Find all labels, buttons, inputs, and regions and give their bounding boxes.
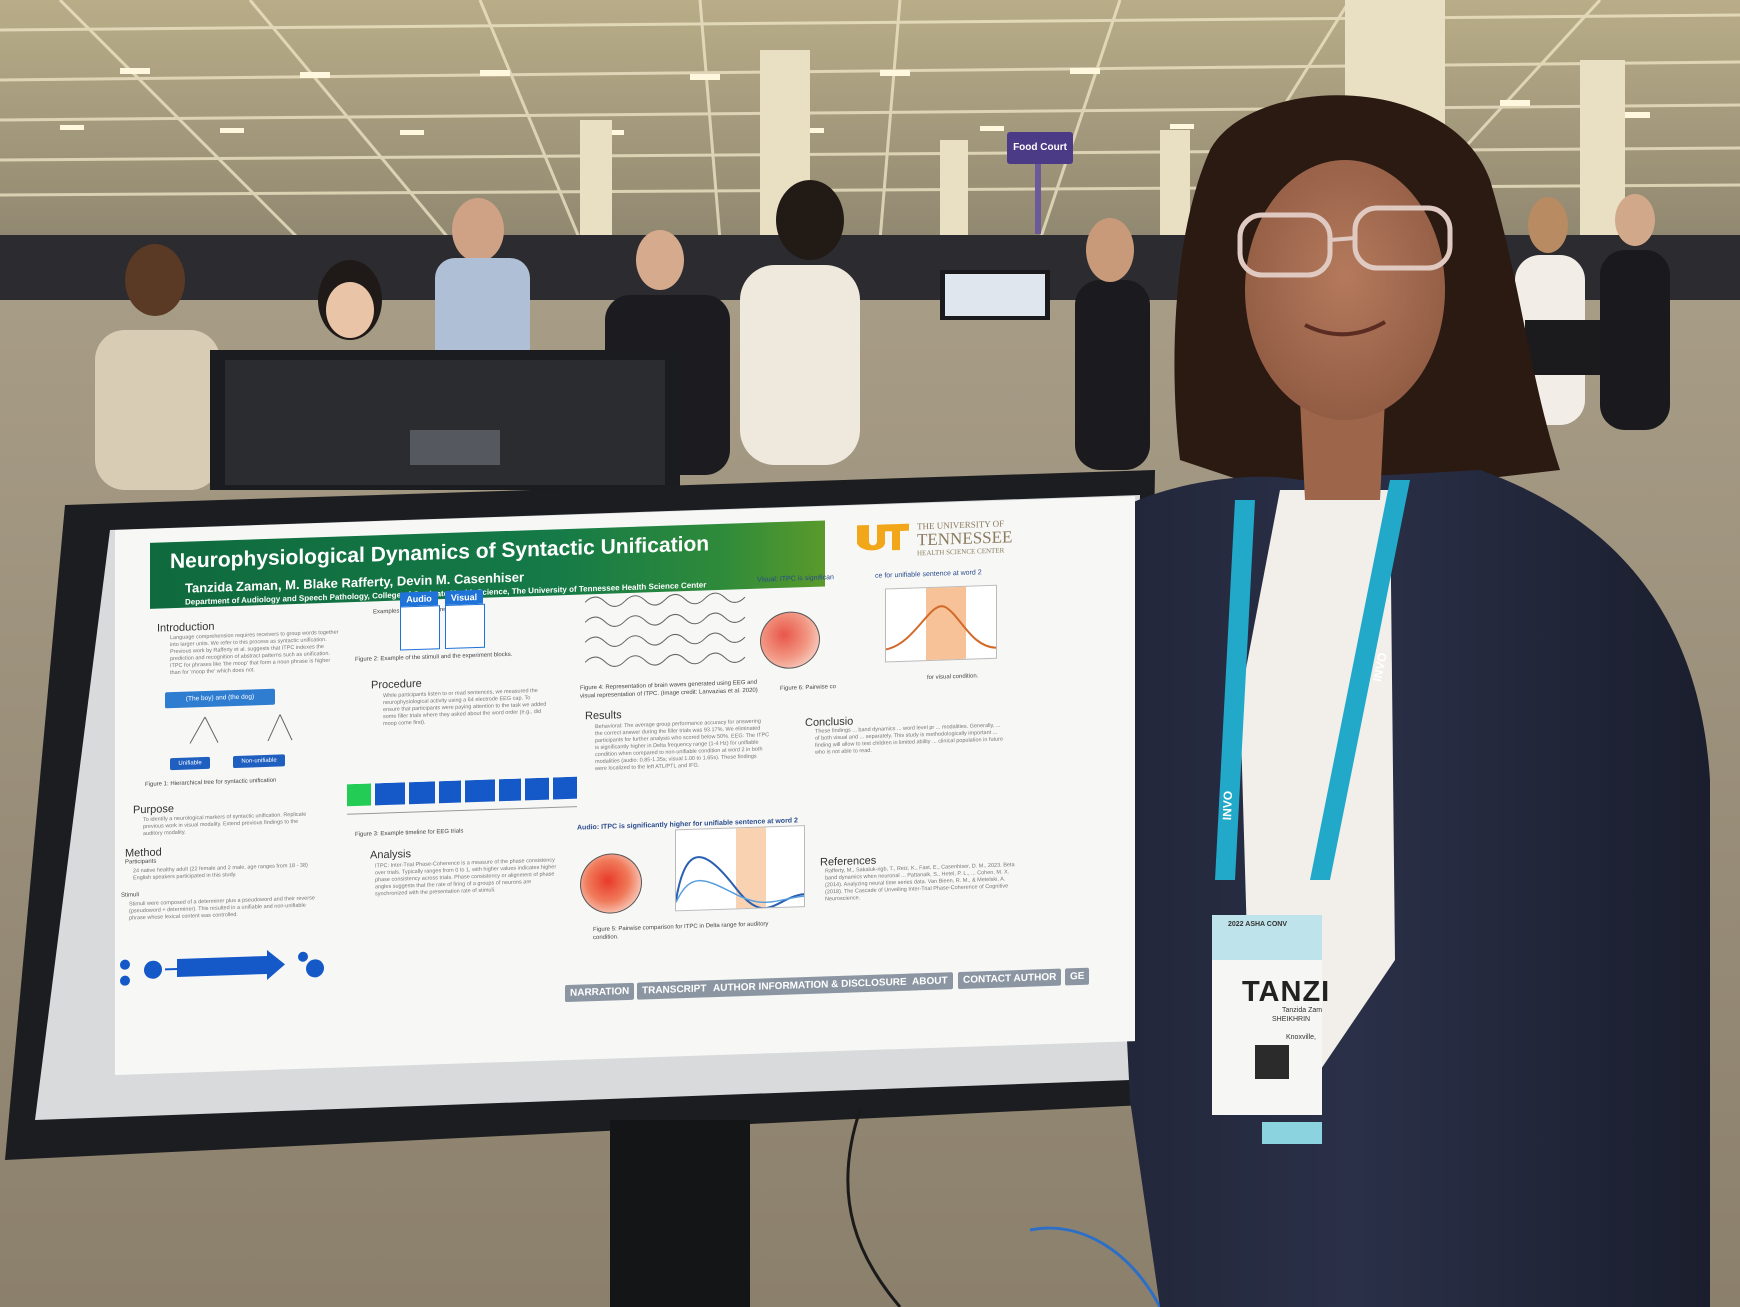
results-text: Behavioral: The average group performanc…: [595, 718, 770, 773]
sentence-example: (The boy) and (the dog): [165, 688, 275, 709]
figure-1-caption: Figure 1: Hierarchical tree for syntacti…: [145, 777, 277, 789]
procedure-text: While participants listen to or read sen…: [383, 687, 547, 728]
eeg-timeline-diagram: [347, 776, 577, 815]
badge-name-large: TANZI: [1242, 976, 1331, 1008]
floor-cable: [846, 1109, 902, 1307]
section-results: Results: [585, 709, 622, 723]
author-info-button[interactable]: AUTHOR INFORMATION & DISCLOSURES: [708, 973, 919, 998]
intro-text: Language comprehension requires receiver…: [170, 629, 339, 677]
participants-label: Participants: [125, 858, 157, 866]
ge-button[interactable]: GE: [1065, 967, 1090, 986]
brain-wave-figure: [585, 592, 746, 667]
visual-label: Visual: [445, 589, 483, 606]
lanyard-text-left: INVO: [1220, 790, 1236, 821]
badge-name-small: Tanzida Zam: [1282, 1007, 1323, 1014]
figure-4-caption: Figure 4: Representation of brain waves …: [580, 679, 758, 700]
figure-5-caption: Figure 5: Pairwise comparison for ITPC i…: [593, 921, 769, 942]
audio-block: [400, 605, 440, 651]
non-unifiable-label: Non-unifiable: [233, 754, 285, 769]
display-stand: [610, 1120, 750, 1307]
contact-author-button[interactable]: CONTACT AUTHOR: [958, 968, 1062, 990]
visual-block: [445, 603, 485, 650]
section-procedure: Procedure: [371, 677, 422, 692]
badge-city: Knoxville,: [1286, 1034, 1316, 1041]
about-button[interactable]: ABOUT: [907, 972, 953, 991]
figure-2-caption: Figure 2: Example of the stimuli and the…: [355, 651, 513, 664]
purpose-text: To identify a neurological markers of sy…: [143, 811, 307, 838]
figure-6-caption: Figure 6: Pairwise co: [780, 684, 837, 692]
unifiable-label: Unifiable: [170, 756, 210, 771]
section-introduction: Introduction: [157, 620, 215, 635]
ut-logo: THE UNIVERSITY OF TENNESSEE HEALTH SCIEN…: [855, 513, 1045, 559]
audio-topo-map: [580, 852, 642, 915]
audio-itpc-chart: [675, 825, 805, 912]
section-analysis: Analysis: [370, 848, 411, 862]
badge-conference: 2022 ASHA CONV: [1228, 921, 1288, 928]
lanyard: [1215, 480, 1410, 880]
section-purpose: Purpose: [133, 803, 174, 817]
references-text: Rafferty, M., Sakaluk-rigb, T., Reiz, K.…: [825, 862, 1015, 903]
transcript-button[interactable]: TRANSCRIPT: [637, 980, 712, 1000]
ut-logo-line3: HEALTH SCIENCE CENTER: [917, 546, 1005, 558]
stimuli-flow-diagram: [120, 949, 324, 986]
analysis-text: ITPC: Inter-Trial Phase-Coherence is a m…: [375, 857, 557, 898]
ut-mark-icon: [857, 523, 909, 551]
ceiling-trusses: [0, 0, 1740, 242]
stimuli-label: Stimuli: [121, 892, 140, 899]
hierarchy-tree-diagram: [189, 714, 293, 744]
visual-topo-map: [760, 610, 820, 670]
figure-6-caption-end: for visual condition.: [927, 673, 979, 682]
audio-label: Audio: [400, 591, 438, 607]
food-court-sign: Food Court: [1007, 132, 1073, 164]
visual-itpc-chart: [885, 584, 997, 663]
digital-poster: Neurophysiological Dynamics of Syntactic…: [115, 496, 1135, 1076]
visual-figure-title-end: ce for unifiable sentence at word 2: [875, 569, 982, 580]
narration-button[interactable]: NARRATION: [565, 982, 635, 1003]
participants-text: 24 native healthy adult (22 female and 2…: [133, 862, 308, 882]
background-monitors: [940, 270, 1600, 375]
figure-3-caption: Figure 3: Example timeline for EEG trial…: [355, 828, 464, 839]
conclusion-text: These findings ... band dynamics ... wor…: [815, 722, 1004, 756]
stimuli-text: Stimuli were composed of a determiner pl…: [129, 895, 315, 922]
badge-name-secondary: SHEIKHRIN: [1272, 1016, 1311, 1023]
